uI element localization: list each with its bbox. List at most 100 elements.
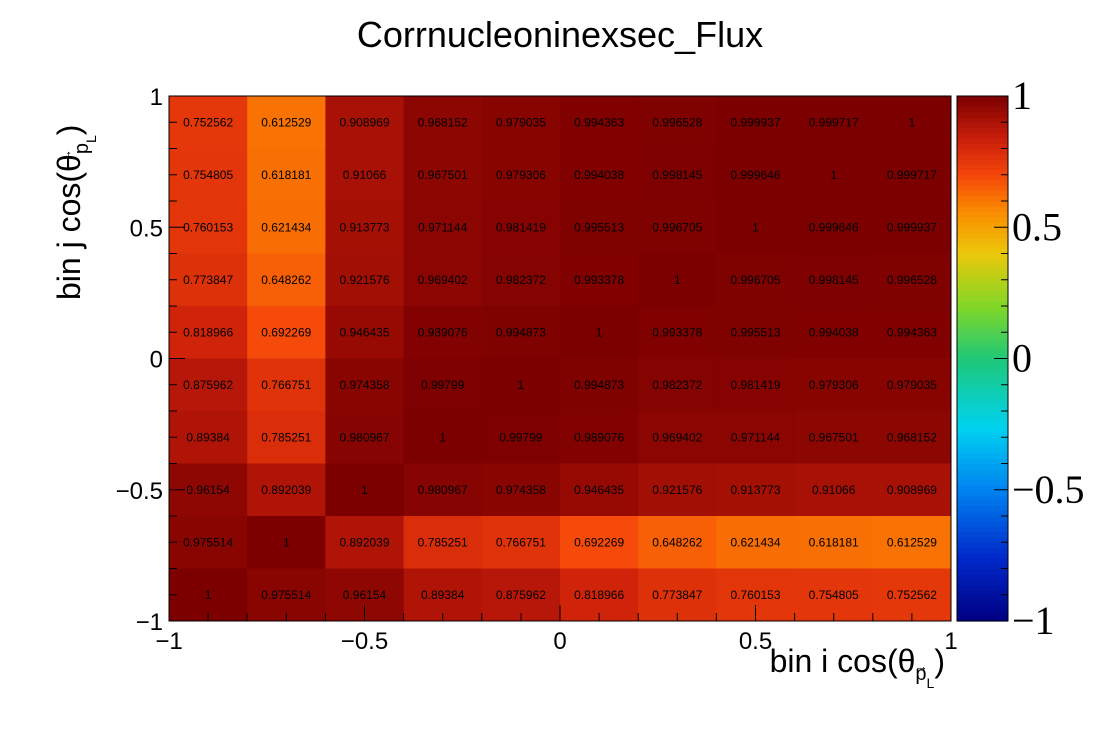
color-scale-segment	[957, 615, 1008, 622]
heatmap-cell	[638, 306, 717, 359]
x-tick-label: 0.5	[739, 628, 772, 655]
heatmap-cell	[481, 201, 561, 254]
y-tick-label: 0.5	[130, 215, 163, 242]
color-scale-segment	[957, 138, 1008, 144]
cell-value-label: 0.91066	[812, 483, 856, 497]
color-scale-segment	[957, 390, 1008, 396]
color-scale-segment	[957, 605, 1008, 612]
heatmap-cell	[872, 463, 952, 517]
color-scale-segment	[957, 384, 1008, 391]
heatmap-cell	[716, 306, 796, 359]
color-scale-segment	[957, 337, 1008, 344]
color-scale-segment	[957, 442, 1008, 449]
heatmap-cell	[169, 358, 248, 412]
heatmap-cell	[560, 96, 639, 149]
y-axis-label-main: bin j cos(θ	[51, 154, 87, 300]
color-scale-segment	[957, 516, 1008, 522]
cell-value-label: 0.892039	[339, 535, 389, 549]
heatmap-cell	[794, 463, 874, 517]
heatmap-cell	[794, 411, 874, 464]
cell-value-label: 0.921576	[339, 273, 389, 287]
color-scale-segment	[957, 573, 1008, 580]
cell-value-label: 0.752562	[887, 588, 937, 602]
color-scale-segment	[957, 426, 1008, 433]
color-scale-segment	[957, 395, 1008, 402]
heatmap-cell	[872, 253, 952, 307]
color-scale-segment	[957, 290, 1008, 297]
color-scale-segment	[957, 274, 1008, 281]
heatmap-cell	[638, 411, 717, 464]
color-scale-segment	[957, 348, 1008, 354]
heatmap-cell	[481, 358, 561, 412]
cell-value-label: 0.773847	[183, 273, 233, 287]
cell-value-label: 0.994363	[574, 115, 624, 129]
cell-value-label: 0.994038	[574, 168, 624, 182]
heatmap-cell	[560, 253, 639, 307]
cell-value-label: 0.692269	[574, 535, 624, 549]
cell-value-label: 1	[909, 115, 916, 129]
heatmap-cell	[325, 516, 405, 569]
heatmap-cell	[481, 148, 561, 202]
heatmap-cell	[716, 358, 796, 412]
cell-value-label: 0.999717	[809, 115, 859, 129]
color-scale-segment	[957, 552, 1008, 559]
cell-value-label: 0.981419	[730, 378, 780, 392]
cell-value-label: 0.993378	[652, 325, 702, 339]
heatmap-cell	[560, 568, 639, 622]
color-scale-segment	[957, 463, 1008, 470]
heatmap-cell	[872, 411, 952, 464]
cell-value-label: 0.999717	[887, 168, 937, 182]
heatmap-cell	[716, 516, 796, 569]
heatmap-cell	[716, 253, 796, 307]
heatmap-cell	[716, 201, 796, 254]
y-axis-label: bin j cos(θpL)	[51, 125, 99, 300]
cell-value-label: 1	[205, 588, 212, 602]
heatmap-cell	[247, 358, 326, 412]
color-scale-segment	[957, 453, 1008, 459]
cell-value-label: 0.754805	[809, 588, 859, 602]
heatmap-cell	[247, 516, 326, 569]
cell-value-label: 0.908969	[887, 483, 937, 497]
cell-value-label: 0.999937	[887, 220, 937, 234]
cell-value-label: 0.996528	[652, 115, 702, 129]
color-scale-segment	[957, 411, 1008, 417]
heatmap-cell	[481, 463, 561, 517]
color-scale-segment	[957, 195, 1008, 202]
color-scale-tick-label: −0.5	[1012, 467, 1085, 512]
color-scale-segment	[957, 327, 1008, 333]
cell-value-label: 0.818966	[183, 325, 233, 339]
color-scale-segment	[957, 610, 1008, 617]
heatmap-cell	[872, 516, 952, 569]
cell-value-label: 0.996528	[887, 273, 937, 287]
cell-value-label: 0.989076	[418, 325, 468, 339]
heatmap-cell	[716, 411, 796, 464]
color-scale-segment	[957, 122, 1008, 129]
cell-value-label: 1	[752, 220, 759, 234]
color-scale-segment	[957, 237, 1008, 244]
heatmap-cell	[638, 358, 717, 412]
cell-value-label: 1	[830, 168, 837, 182]
y-tick-label: −1	[136, 609, 163, 636]
heatmap-cell	[560, 358, 639, 412]
x-tick-label: −1	[155, 628, 182, 655]
heatmap-cell	[794, 96, 874, 149]
cell-value-label: 0.621434	[261, 220, 311, 234]
color-scale-segment	[957, 484, 1008, 491]
color-scale-segment	[957, 358, 1008, 365]
color-scale-segment	[957, 421, 1008, 428]
y-axis-label-subsub: L	[83, 135, 99, 143]
cell-value-label: 0.971144	[418, 220, 467, 234]
cell-value-label: 0.618181	[809, 535, 859, 549]
color-scale-segment	[957, 579, 1008, 585]
y-tick-label: 0	[150, 347, 163, 374]
color-scale-segment	[957, 232, 1008, 239]
cell-value-label: 0.979306	[496, 168, 546, 182]
color-scale-segment	[957, 269, 1008, 276]
cell-value-label: 0.979035	[496, 115, 546, 129]
cell-value-label: 0.975514	[183, 535, 233, 549]
heatmap-cell	[481, 411, 561, 464]
heatmap-cell	[560, 463, 639, 517]
heatmap-cell	[403, 306, 483, 359]
cell-value-label: 0.618181	[261, 168, 311, 182]
color-scale-segment	[957, 295, 1008, 302]
